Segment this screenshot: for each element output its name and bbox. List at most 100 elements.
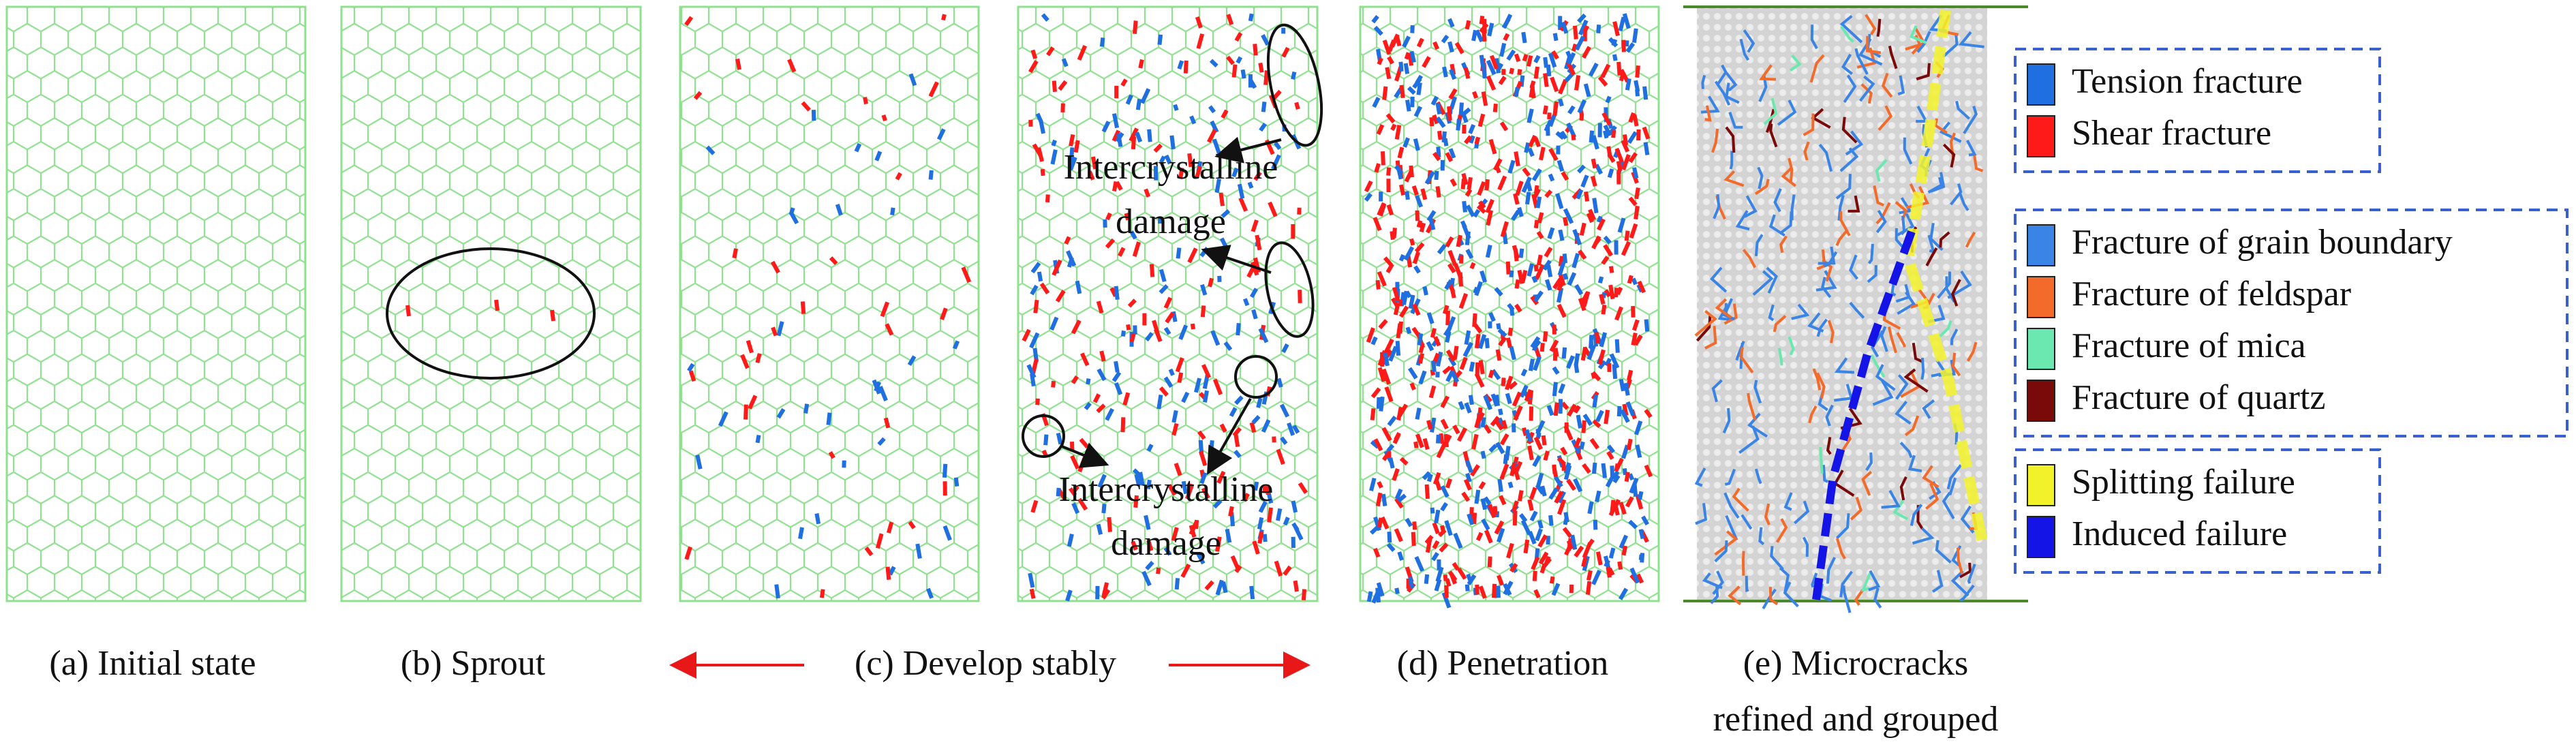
crack [907,355,917,367]
crack [1559,130,1568,140]
crack [1557,303,1567,318]
crack [1097,368,1107,382]
crack [1868,570,1881,591]
crack [1497,527,1505,543]
crack [1865,14,1877,35]
crack [1502,14,1513,29]
crack [1612,20,1620,37]
crack [1605,95,1612,104]
crack [1426,312,1435,324]
crack [1515,181,1524,196]
crack [1497,478,1503,493]
legend-label: Fracture of grain boundary [2072,223,2453,262]
crack [1567,105,1576,114]
crack [1494,394,1500,406]
crack [1114,286,1120,301]
crack [1177,372,1184,383]
crack [1628,519,1638,529]
crack [1614,457,1624,470]
crack [1468,123,1476,134]
crack [1508,380,1518,390]
crack [1966,140,1977,157]
crack [1747,393,1757,420]
crack [1156,567,1161,574]
crack [1509,270,1514,278]
crack [1486,59,1497,76]
crack [1442,66,1448,78]
crack [1498,336,1507,347]
crack [1521,176,1532,194]
crack [1581,46,1591,59]
crack [1595,490,1601,503]
crack [1476,412,1485,423]
crack [1580,291,1590,303]
crack [1694,467,1706,487]
crack [1742,249,1757,268]
crack [1899,442,1913,459]
crack [1597,76,1608,87]
crack [1528,531,1537,545]
crack [1524,429,1533,442]
crack [1364,180,1373,193]
crack [1163,296,1173,309]
crack [1167,484,1177,496]
crack [1404,52,1411,60]
crack [1509,462,1517,477]
crack [1489,55,1499,70]
crack [770,260,780,274]
crack [1892,500,1909,521]
crack [1612,474,1621,484]
crack [1251,309,1258,320]
crack [1754,468,1762,485]
crack [1608,266,1614,273]
crack [864,546,874,557]
legend-swatch [2027,464,2055,506]
crack [1145,332,1154,342]
crack [1435,351,1443,367]
crack [1717,64,1728,85]
crack [1612,54,1618,61]
crack [1440,525,1446,534]
crack [1249,422,1257,433]
crack [1426,420,1433,430]
crack [1440,418,1449,430]
crack [1147,129,1152,142]
caption: (c) Develop stably [855,644,1116,683]
crack [1287,422,1295,436]
crack [1478,481,1486,490]
crack [1084,401,1092,410]
crack [1073,140,1080,153]
crack [1430,328,1437,338]
panel-a [5,5,307,602]
crack [1458,102,1464,118]
crack [1371,15,1379,24]
crack [1540,485,1547,497]
crack [1253,481,1259,491]
crack [1895,374,1909,400]
crack [1153,143,1163,153]
crack [1535,472,1544,489]
crack [1422,56,1431,68]
crack [1505,393,1512,405]
crack [1608,284,1615,300]
crack [1394,432,1401,441]
crack [1965,231,1976,248]
crack [1499,433,1509,446]
crack [1077,497,1088,511]
crack [1627,275,1634,284]
crack [1373,438,1383,452]
crack [1616,405,1622,417]
legend-box [2014,448,2381,574]
crack [1723,303,1738,325]
crack [1412,521,1417,530]
crack [1875,159,1888,182]
crack [1963,106,1978,134]
crack [1176,247,1182,259]
crack [1430,507,1435,514]
crack [1442,305,1450,315]
crack [1234,395,1244,405]
crack [1373,547,1381,558]
crack [1294,102,1300,110]
crack [1383,338,1394,354]
crack [1546,405,1554,416]
